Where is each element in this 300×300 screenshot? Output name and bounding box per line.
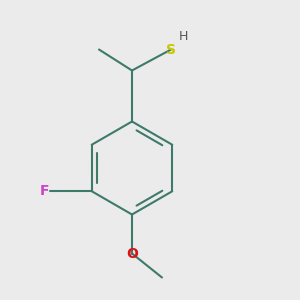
Text: F: F <box>40 184 49 198</box>
Text: S: S <box>166 43 176 56</box>
Text: O: O <box>126 247 138 260</box>
Text: H: H <box>178 29 188 43</box>
